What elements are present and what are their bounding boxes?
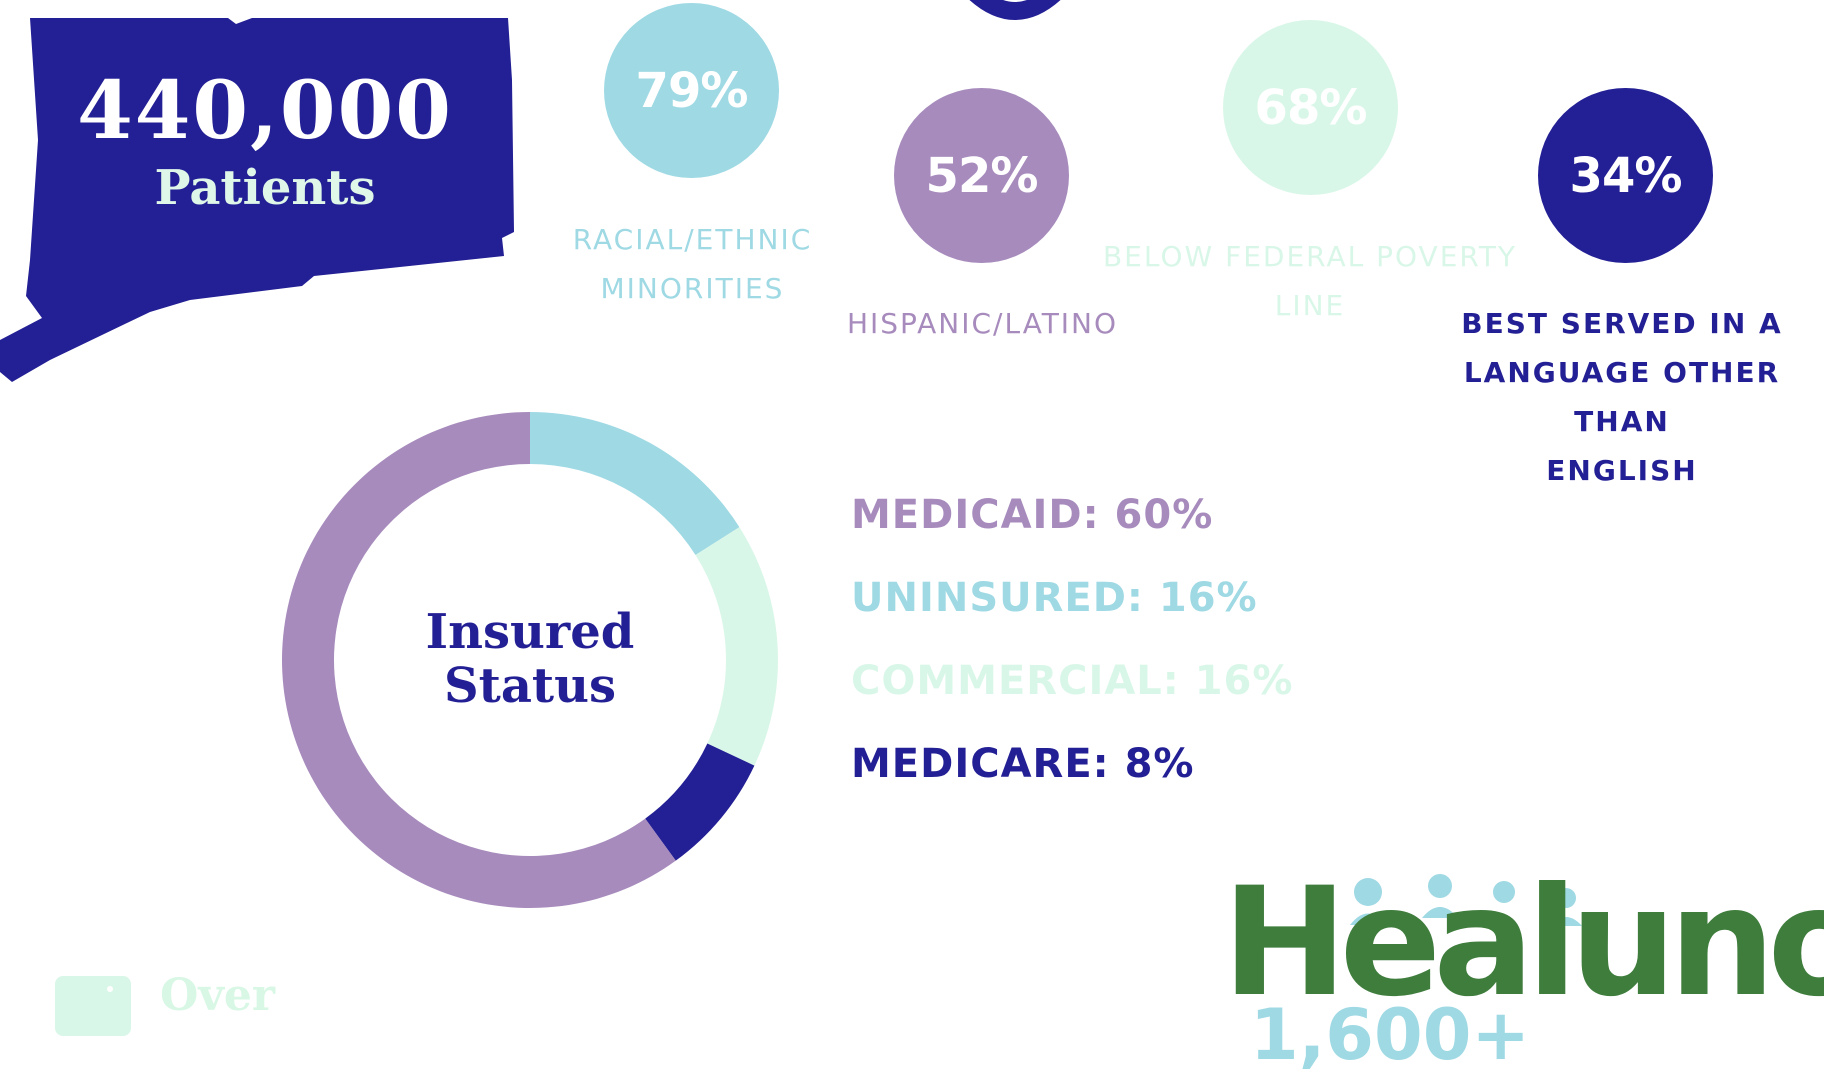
stat-circle-language: 34% (1538, 88, 1713, 263)
logo-people-icons (1340, 870, 1600, 930)
stat-label-minorities: RACIAL/ETHNIC MINORITIES (560, 215, 825, 313)
donut-segment-uninsured (530, 412, 740, 555)
stat-label-language-line2: LANGUAGE OTHER THAN (1463, 356, 1781, 438)
stat-label-minorities-line1: RACIAL/ETHNIC (572, 223, 813, 256)
stat-circle-minorities: 79% (604, 3, 779, 178)
legend-item-medicare: MEDICARE: 8% (851, 741, 1195, 787)
stat-label-hispanic-line1: HISPANIC/LATINO (846, 307, 1119, 340)
stat-value-hispanic: 52% (925, 147, 1039, 204)
over-text: Over (160, 970, 276, 1021)
stat-label-hispanic: HISPANIC/LATINO (830, 299, 1135, 348)
calendar-icon (55, 976, 131, 1036)
stat-label-minorities-line2: MINORITIES (600, 272, 785, 305)
stat-label-language-line1: BEST SERVED IN A (1461, 307, 1783, 340)
stat-label-language-line3: ENGLISH (1546, 454, 1698, 487)
stat-value-language: 34% (1569, 147, 1683, 204)
donut-chart-title: Insured Status (425, 604, 635, 714)
state-map-shape: 440,000 Patients (0, 0, 520, 390)
partial-circle-decoration (960, 0, 1070, 24)
stat-label-poverty-line1: BELOW FEDERAL POVERTY (1102, 240, 1518, 273)
stat-value-poverty: 68% (1254, 79, 1368, 136)
legend-item-medicaid: MEDICAID: 60% (851, 492, 1214, 538)
insured-status-donut-chart (281, 412, 778, 908)
legend-item-commercial: COMMERCIAL: 16% (851, 658, 1294, 704)
stat-label-language: BEST SERVED IN A LANGUAGE OTHER THAN ENG… (1420, 299, 1824, 495)
donut-segment-commercial (695, 527, 778, 766)
legend-item-uninsured: UNINSURED: 16% (851, 575, 1258, 621)
donut-segment-medicaid (281, 412, 676, 908)
stat-circle-hispanic: 52% (894, 88, 1069, 263)
patients-block: 440,000 Patients (30, 62, 500, 218)
healuno-logo-text: Healuno (1222, 856, 1824, 1030)
stat-label-poverty-line2: LINE (1274, 289, 1346, 322)
partial-footer-text: 1,600+ (1250, 994, 1531, 1076)
patients-label: Patients (154, 160, 376, 216)
stat-value-minorities: 79% (635, 62, 749, 119)
stat-circle-poverty: 68% (1223, 20, 1398, 195)
donut-segment-medicare (645, 743, 755, 861)
stat-label-poverty: BELOW FEDERAL POVERTY LINE (1100, 232, 1520, 330)
patients-count: 440,000 (77, 63, 453, 157)
connecticut-shape-icon (0, 18, 514, 382)
